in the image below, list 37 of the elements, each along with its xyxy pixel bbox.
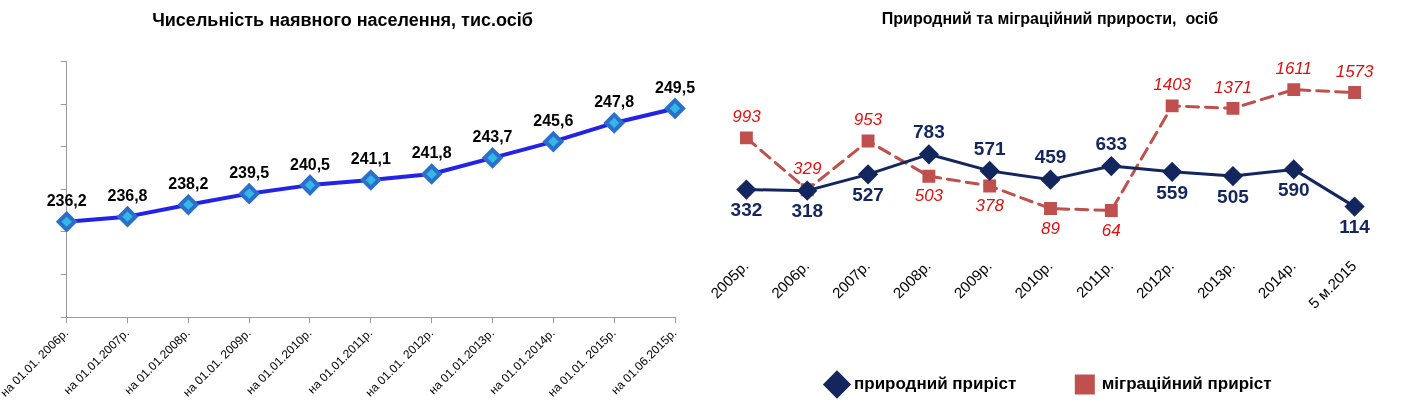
data-label: 240,5 (289, 155, 331, 173)
chart-title: Чисельність наявного населення, тис.осіб (152, 9, 533, 30)
data-label: 239,5 (229, 164, 270, 182)
data-label: 89 (1041, 218, 1061, 238)
data-label: 238,2 (168, 175, 209, 193)
data-label: 247,8 (594, 93, 635, 111)
data-label: 249,5 (654, 78, 696, 96)
data-label: 527 (852, 184, 884, 206)
data-label: 243,7 (472, 128, 513, 146)
data-label: 1371 (1214, 77, 1252, 97)
data-label: 633 (1095, 132, 1128, 154)
data-label: 236,2 (46, 192, 87, 210)
chart-title: Природний та міграційний прирости, осіб (881, 10, 1219, 28)
data-label: 783 (913, 121, 945, 143)
legend-label: міграційний приріст (1101, 374, 1272, 394)
data-label: 590 (1277, 179, 1310, 201)
data-label: 378 (975, 196, 1005, 216)
data-label: 1611 (1275, 58, 1313, 78)
data-label: 241,1 (350, 150, 391, 168)
data-label: 114 (1339, 216, 1371, 238)
data-label: 571 (973, 137, 1006, 159)
data-label: 329 (793, 159, 822, 179)
data-label: 318 (791, 200, 824, 222)
data-label: 236,8 (107, 187, 148, 205)
data-label: 245,6 (533, 112, 574, 130)
data-label: 459 (1034, 146, 1067, 168)
data-label: 64 (1101, 220, 1121, 240)
data-label: 505 (1217, 185, 1250, 207)
data-label: 241,8 (411, 144, 452, 162)
data-label: 503 (914, 186, 944, 206)
legend-label: природний приріст (853, 374, 1017, 394)
data-label: 1573 (1335, 61, 1375, 81)
data-label: 1403 (1153, 75, 1192, 95)
data-label: 559 (1156, 181, 1188, 203)
data-label: 953 (853, 110, 883, 130)
data-label: 332 (730, 199, 763, 221)
data-label: 993 (732, 107, 762, 127)
